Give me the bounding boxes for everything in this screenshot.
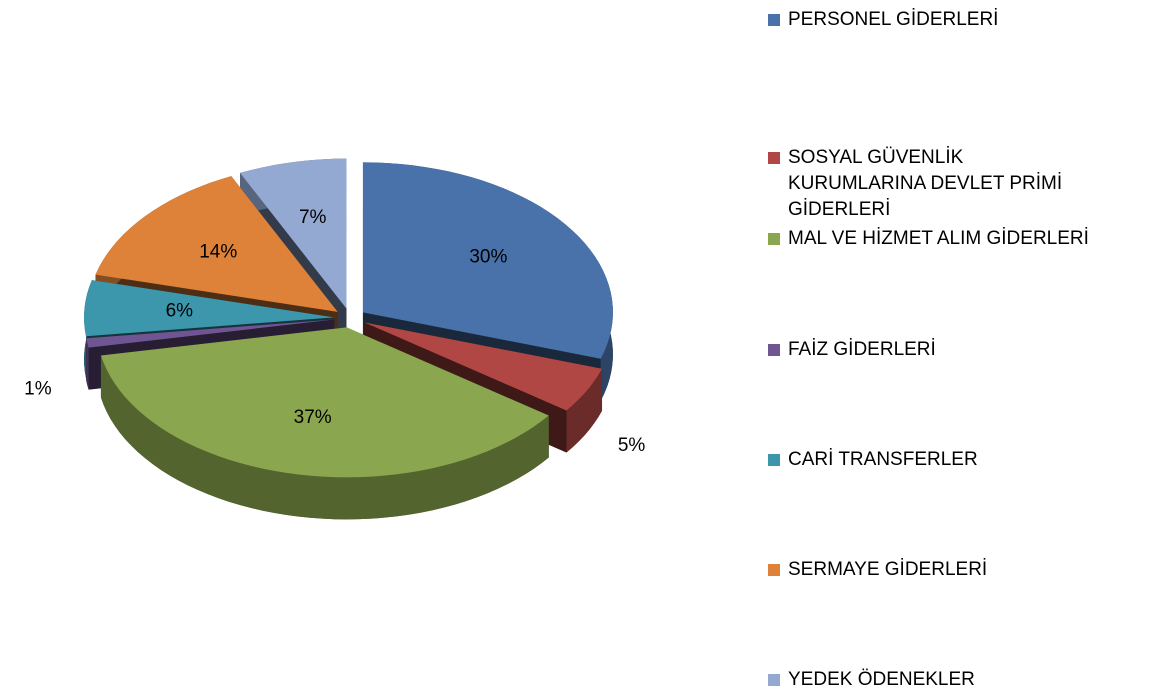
legend-swatch (768, 674, 780, 686)
legend-swatch (768, 454, 780, 466)
slice-top (240, 158, 347, 309)
slice-top (84, 280, 335, 337)
legend-item: SOSYAL GÜVENLİK KURUMLARINA DEVLET PRİMİ… (768, 145, 1098, 223)
data-label: 5% (618, 435, 646, 456)
slice-top (100, 327, 549, 478)
legend-swatch (768, 14, 780, 26)
data-label: 6% (166, 301, 194, 322)
slice-wall (566, 368, 603, 453)
legend-label: SOSYAL GÜVENLİK KURUMLARINA DEVLET PRİMİ… (788, 147, 1063, 220)
slice-top (86, 319, 335, 348)
slice-top (95, 176, 338, 312)
legend-item: FAİZ GİDERLERİ (768, 337, 1138, 363)
legend-swatch (768, 564, 780, 576)
legend-item: MAL VE HİZMET ALIM GİDERLERİ (768, 226, 1138, 252)
slice (100, 327, 549, 520)
pie-area: 30% 5% 37% 1% 6% 14% 7% (24, 158, 646, 520)
data-label: 7% (299, 207, 327, 228)
legend-label: CARİ TRANSFERLER (788, 449, 978, 470)
legend-swatch (768, 152, 780, 164)
data-label: 37% (294, 407, 332, 428)
legend-item: CARİ TRANSFERLER (768, 447, 1138, 473)
legend-item: YEDEK ÖDENEKLER (768, 667, 1138, 693)
legend-label: PERSONEL GİDERLERİ (788, 9, 999, 30)
slice-wall (86, 338, 89, 390)
legend-label: YEDEK ÖDENEKLER (788, 669, 975, 690)
legend-swatch (768, 233, 780, 245)
legend-label: FAİZ GİDERLERİ (788, 339, 936, 360)
legend-item: SERMAYE GİDERLERİ (768, 557, 1138, 583)
slice-wall (100, 355, 549, 520)
legend-swatch (768, 344, 780, 356)
data-label: 14% (199, 242, 237, 263)
slice-top (362, 162, 613, 359)
slice-top (364, 322, 603, 411)
legend-item: PERSONEL GİDERLERİ (768, 7, 1138, 33)
legend-label: SERMAYE GİDERLERİ (788, 559, 988, 580)
legend-label: MAL VE HİZMET ALIM GİDERLERİ (788, 228, 1089, 249)
data-label: 1% (24, 379, 52, 400)
data-label: 30% (469, 247, 507, 268)
